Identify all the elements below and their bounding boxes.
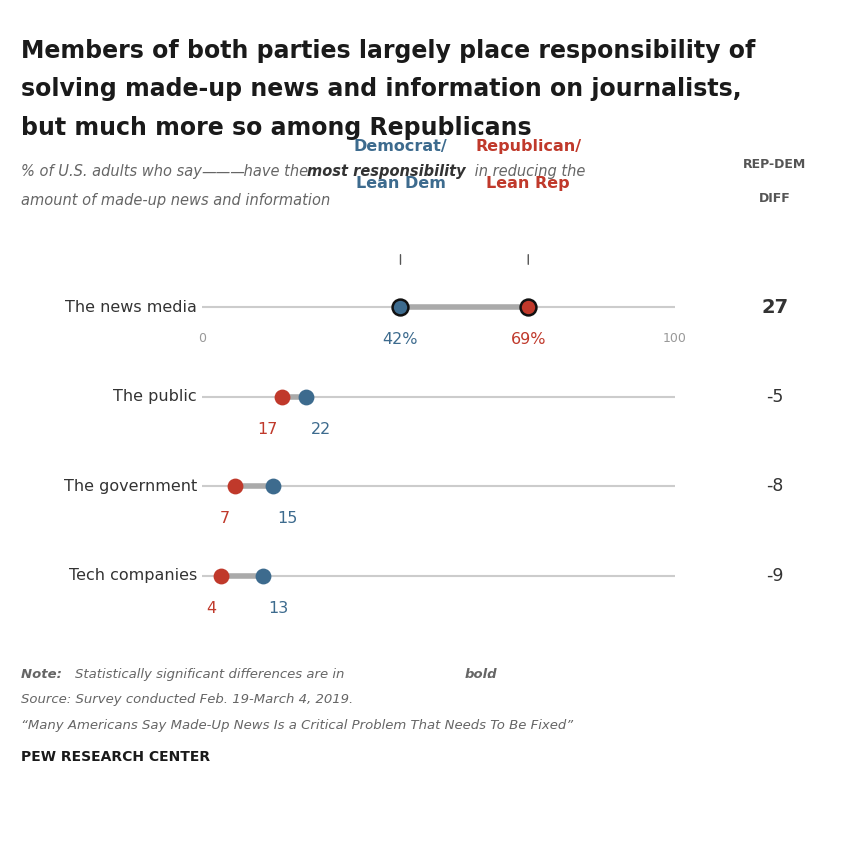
Text: have the: have the bbox=[239, 164, 313, 180]
Text: -9: -9 bbox=[766, 567, 784, 585]
Text: % of U.S. adults who say: % of U.S. adults who say bbox=[21, 164, 207, 180]
Point bbox=[522, 300, 535, 314]
Text: Note:: Note: bbox=[21, 668, 67, 681]
Text: PEW RESEARCH CENTER: PEW RESEARCH CENTER bbox=[21, 750, 210, 764]
Text: Republican/: Republican/ bbox=[475, 139, 582, 154]
Text: The government: The government bbox=[64, 479, 197, 494]
Text: Lean Rep: Lean Rep bbox=[487, 175, 570, 191]
Text: 15: 15 bbox=[277, 511, 298, 526]
Text: 22: 22 bbox=[310, 422, 331, 437]
Point bbox=[256, 569, 270, 583]
Point bbox=[276, 390, 289, 404]
Text: 42%: 42% bbox=[382, 332, 418, 348]
Text: Tech companies: Tech companies bbox=[69, 568, 197, 583]
Text: 4: 4 bbox=[206, 601, 216, 615]
Text: Members of both parties largely place responsibility of: Members of both parties largely place re… bbox=[21, 39, 756, 62]
Text: 27: 27 bbox=[762, 298, 788, 317]
Text: 7: 7 bbox=[220, 511, 230, 526]
Text: 69%: 69% bbox=[510, 332, 546, 348]
Text: 13: 13 bbox=[268, 601, 288, 615]
Text: but much more so among Republicans: but much more so among Republicans bbox=[21, 116, 532, 140]
Text: -8: -8 bbox=[766, 478, 784, 496]
Point bbox=[299, 390, 313, 404]
Text: 0: 0 bbox=[198, 332, 206, 345]
Text: -5: -5 bbox=[766, 388, 784, 406]
Text: amount of made-up news and information: amount of made-up news and information bbox=[21, 193, 331, 208]
Point bbox=[228, 479, 242, 493]
Text: REP-DEM: REP-DEM bbox=[743, 158, 806, 171]
Text: The news media: The news media bbox=[65, 300, 197, 315]
Text: The public: The public bbox=[114, 389, 197, 404]
Point bbox=[266, 479, 280, 493]
Text: .: . bbox=[486, 668, 490, 681]
Text: most responsibility: most responsibility bbox=[307, 164, 466, 180]
Text: in reducing the: in reducing the bbox=[470, 164, 585, 180]
Text: Statistically significant differences are in: Statistically significant differences ar… bbox=[75, 668, 349, 681]
Text: 17: 17 bbox=[257, 422, 277, 437]
Text: 100: 100 bbox=[663, 332, 687, 345]
Text: solving made-up news and information on journalists,: solving made-up news and information on … bbox=[21, 77, 742, 101]
Point bbox=[214, 569, 227, 583]
Point bbox=[393, 300, 407, 314]
Text: Lean Dem: Lean Dem bbox=[355, 175, 445, 191]
Text: Source: Survey conducted Feb. 19-March 4, 2019.: Source: Survey conducted Feb. 19-March 4… bbox=[21, 693, 354, 706]
Text: ———: ——— bbox=[201, 164, 245, 180]
Text: bold: bold bbox=[465, 668, 497, 681]
Text: Democrat/: Democrat/ bbox=[354, 139, 448, 154]
Text: “Many Americans Say Made-Up News Is a Critical Problem That Needs To Be Fixed”: “Many Americans Say Made-Up News Is a Cr… bbox=[21, 719, 573, 732]
Text: DIFF: DIFF bbox=[759, 193, 790, 205]
